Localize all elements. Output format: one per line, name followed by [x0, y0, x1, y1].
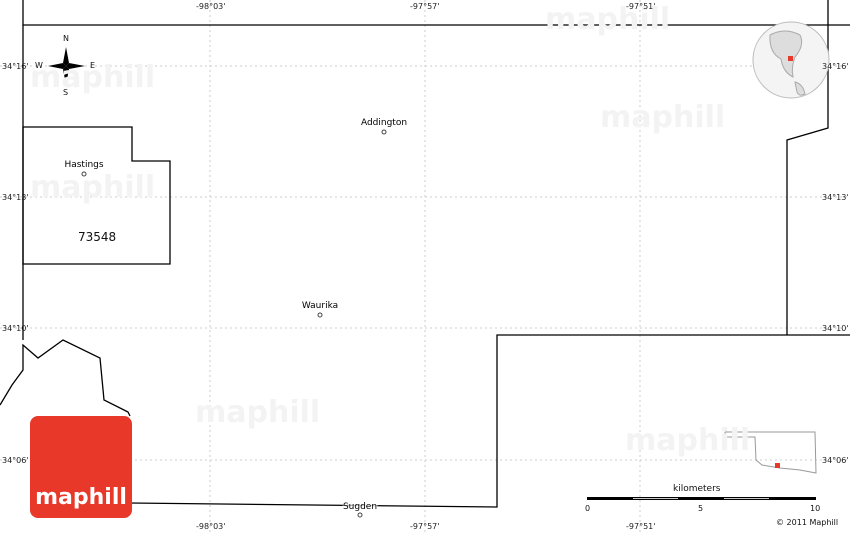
place-label-sugden[interactable]: Sugden	[342, 502, 378, 512]
place-label-waurika[interactable]: Waurika	[301, 301, 339, 311]
place-marker	[81, 171, 87, 177]
longitude-label: -97°51'	[626, 2, 656, 11]
maphill-logo[interactable]: maphill	[30, 416, 132, 518]
latitude-label: 34°06'	[822, 456, 849, 465]
place-marker	[381, 129, 387, 135]
watermark: maphill	[30, 170, 156, 205]
copyright: © 2011 Maphill	[776, 518, 839, 527]
latitude-label: 34°13'	[822, 193, 849, 202]
watermark: maphill	[195, 395, 321, 430]
state-locator	[724, 431, 817, 474]
place-label-hastings[interactable]: Hastings	[64, 160, 104, 170]
place-marker	[357, 512, 363, 518]
latitude-label: 34°16'	[822, 62, 849, 71]
longitude-label: -97°57'	[410, 2, 440, 11]
watermark: maphill	[30, 60, 156, 95]
place-label-addington[interactable]: Addington	[360, 118, 408, 128]
latitude-label: 34°06'	[2, 456, 29, 465]
locator-globe	[752, 21, 830, 99]
longitude-label: -98°03'	[196, 522, 226, 531]
compass-rose	[48, 47, 85, 85]
scale-tick: 5	[698, 504, 704, 513]
compass-north: N	[63, 34, 69, 43]
scale-bar	[587, 497, 816, 500]
scale-tick: 10	[810, 504, 821, 513]
longitude-label: -97°57'	[410, 522, 440, 531]
zip-boundaries	[0, 0, 850, 508]
latitude-label: 34°16'	[2, 62, 29, 71]
watermark: maphill	[600, 100, 726, 135]
watermark: maphill	[545, 2, 671, 37]
latitude-label: 34°10'	[822, 324, 849, 333]
place-marker	[317, 312, 323, 318]
scale-tick: 0	[585, 504, 591, 513]
watermark: maphill	[625, 423, 751, 458]
longitude-label: -97°51'	[626, 522, 656, 531]
latitude-label: 34°10'	[2, 324, 29, 333]
compass-west: W	[35, 61, 43, 70]
compass-south: S	[63, 88, 69, 97]
zip-code-label: 73548	[78, 230, 117, 244]
scale-unit-label: kilometers	[673, 484, 721, 494]
latitude-label: 34°13'	[2, 193, 29, 202]
longitude-label: -98°03'	[196, 2, 226, 11]
compass-east: E	[90, 61, 96, 70]
